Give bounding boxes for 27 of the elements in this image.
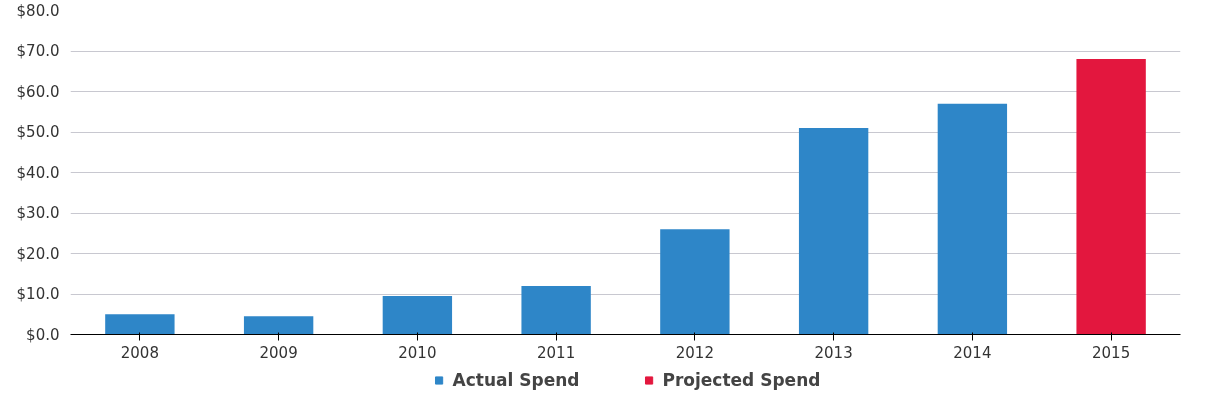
x-tick-label: 2010 [398,343,437,362]
x-tick-label: 2011 [537,343,576,362]
bar [382,296,453,335]
y-tick-label: $30.0 [16,204,60,222]
x-tick-label: 2009 [259,343,298,362]
y-tick-label: $80.0 [16,1,60,20]
legend-label: Actual Spend [452,370,580,390]
y-tick-label: $70.0 [16,42,60,60]
x-tick-label: 2014 [953,343,992,362]
y-tick-label: $0.0 [26,325,60,344]
x-tick-label: 2012 [675,343,714,362]
y-tick-label: $50.0 [16,123,60,141]
legend-label: Projected Spend [662,370,821,390]
bar [660,229,730,335]
x-tick-label: 2013 [814,343,853,362]
bar [937,103,1008,335]
bar [798,127,869,335]
bar [1076,59,1146,335]
bar [521,285,591,335]
y-tick-label: $60.0 [16,82,60,101]
y-tick-label: $40.0 [16,163,60,182]
x-tick-label: 2015 [1092,343,1131,362]
x-tick-label: 2008 [120,343,159,362]
y-tick-label: $10.0 [16,285,60,303]
bar [243,316,314,335]
bar [105,314,175,335]
y-tick-label: $20.0 [16,244,60,263]
